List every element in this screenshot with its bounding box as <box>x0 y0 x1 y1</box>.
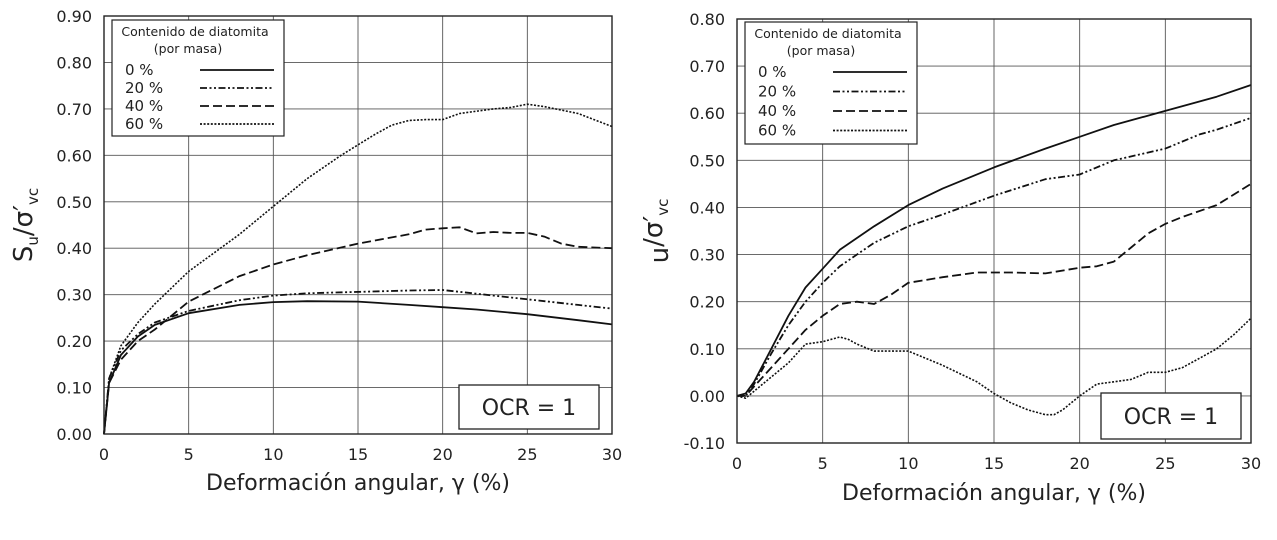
y-tick-label: 0.70 <box>689 57 725 76</box>
series-line-2 <box>737 117 1252 397</box>
x-tick-label: 15 <box>348 445 368 464</box>
y-tick-label: 0.30 <box>56 286 92 305</box>
legend-label: 0 % <box>125 61 154 79</box>
x-axis-label: Deformación angular, γ (%) <box>842 481 1146 506</box>
x-tick-label: 30 <box>602 445 622 464</box>
plot-frame <box>103 15 613 435</box>
x-tick-label: 5 <box>184 445 194 464</box>
legend: Contenido de diatomita (por masa)0 % 20 %4… <box>744 21 918 145</box>
chart-left: 0 5 10 15 20 25 30 0.00 0.10 0.20 0.30 0.40 0.50 0.60… <box>9 7 622 496</box>
y-tick-label: 0.20 <box>689 293 725 312</box>
series-line-2 <box>103 289 613 435</box>
y-tick-label: 0.40 <box>56 239 92 258</box>
x-tick-label: 5 <box>818 454 828 473</box>
x-tick-label: 25 <box>517 445 537 464</box>
legend-label: 40 % <box>125 97 163 115</box>
series-line-3 <box>737 183 1252 397</box>
y-axis-label-main: u <box>645 247 675 263</box>
y-tick-label: -0.10 <box>684 434 725 453</box>
y-axis-label-main: S <box>9 246 39 263</box>
series-line-1 <box>736 84 1252 397</box>
y-axis-label-sub2: vc <box>654 199 672 216</box>
series-line-1 <box>103 300 613 435</box>
annotation-box <box>1100 392 1242 440</box>
legend-label: 20 % <box>125 79 163 97</box>
y-axis-label: Su/σ′vc <box>9 188 42 262</box>
legend-label: 0 % <box>758 63 787 81</box>
legend-title: Contenido de diatomita <box>121 24 268 39</box>
chart-right: 0 5 10 15 20 25 30 -0.10 0.00 0.10 0.20 0.30 0.40 0.5… <box>639 10 1261 506</box>
y-tick-label: 0.10 <box>56 379 92 398</box>
y-tick-label: 0.40 <box>689 198 725 217</box>
legend: Contenido de diatomita (por masa)0 %20 %4… <box>111 19 285 137</box>
x-tick-label: 20 <box>432 445 452 464</box>
y-axis-label: u/σ′vc <box>639 199 675 264</box>
y-tick-label: 0.00 <box>689 387 725 406</box>
y-tick-label: 0.60 <box>56 146 92 165</box>
legend-box <box>111 19 285 137</box>
y-tick-label: 0.00 <box>56 425 92 444</box>
legend-label: 20 % <box>758 83 796 101</box>
legend-label: 60 % <box>758 122 796 140</box>
x-tick-label: 10 <box>263 445 283 464</box>
y-axis-label-slash: /σ′ <box>639 216 669 247</box>
y-axis-label-sub2: vc <box>24 188 42 205</box>
legend-subtitle: (por masa) <box>787 43 855 58</box>
y-tick-label: 0.60 <box>689 104 725 123</box>
x-tick-label: 0 <box>99 445 109 464</box>
legend-label: 40 % <box>758 102 796 120</box>
x-tick-label: 10 <box>898 454 918 473</box>
annotation-ocr: OCR = 1 <box>482 396 576 421</box>
x-tick-label: 20 <box>1069 454 1089 473</box>
legend-subtitle: (por masa) <box>154 41 222 56</box>
x-tick-label: 25 <box>1155 454 1175 473</box>
y-tick-label: 0.30 <box>689 246 725 265</box>
x-tick-label: 15 <box>984 454 1004 473</box>
y-axis-label-sub1: u <box>24 236 42 246</box>
x-tick-label: 0 <box>732 454 742 473</box>
y-tick-label: 0.20 <box>56 332 92 351</box>
series-line-4 <box>736 317 1252 416</box>
annotation-ocr: OCR = 1 <box>1124 405 1218 430</box>
legend-box <box>744 21 918 145</box>
series-line-3 <box>103 226 613 435</box>
y-tick-label: 0.50 <box>689 151 725 170</box>
y-tick-label: 0.10 <box>689 340 725 359</box>
annotation-box <box>458 384 600 430</box>
y-tick-label: 0.50 <box>56 193 92 212</box>
legend-title: Contenido de diatomita <box>754 26 901 41</box>
legend-label: 60 % <box>125 115 163 133</box>
y-tick-label: 0.90 <box>56 7 92 26</box>
plot-frame <box>736 18 1252 444</box>
x-axis-label: Deformación angular, γ (%) <box>206 471 510 496</box>
y-tick-label: 0.70 <box>56 100 92 119</box>
y-axis-label-slash: /σ′ <box>9 205 39 236</box>
y-tick-label: 0.80 <box>689 10 725 29</box>
x-tick-label: 30 <box>1241 454 1261 473</box>
y-tick-label: 0.80 <box>56 53 92 72</box>
